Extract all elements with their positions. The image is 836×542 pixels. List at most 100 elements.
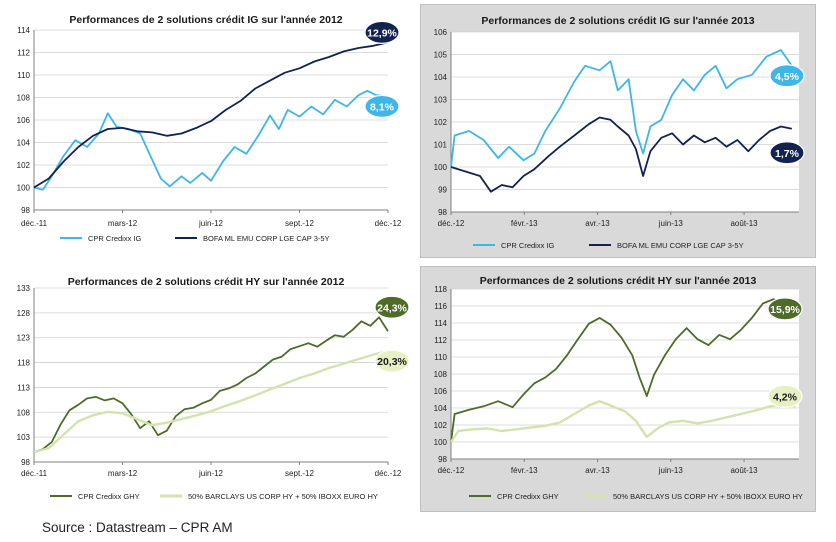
value-badge: 4,5% bbox=[769, 64, 805, 88]
x-tick-label: sept.-12 bbox=[285, 469, 314, 478]
chart-title: Performances de 2 solutions crédit IG su… bbox=[69, 14, 343, 26]
x-tick-label: juin-13 bbox=[658, 466, 684, 475]
value-badge: 12,9% bbox=[364, 20, 400, 44]
badge-label: 20,3% bbox=[377, 356, 407, 368]
source-note: Source : Datastream – CPR AM bbox=[42, 520, 233, 535]
y-tick-label: 113 bbox=[17, 383, 30, 392]
plot-area bbox=[34, 288, 388, 462]
series-line bbox=[450, 400, 796, 443]
x-tick-label: juin-12 bbox=[198, 219, 224, 228]
y-tick-label: 105 bbox=[434, 51, 448, 60]
y-tick-label: 106 bbox=[434, 28, 448, 37]
badge-shape bbox=[769, 141, 805, 165]
x-tick-label: mars-12 bbox=[108, 469, 138, 478]
x-tick-label: déc.-11 bbox=[21, 469, 48, 478]
y-tick-label: 114 bbox=[17, 26, 30, 35]
y-tick-label: 108 bbox=[434, 370, 448, 379]
y-tick-label: 112 bbox=[434, 336, 447, 345]
badge-label: 15,9% bbox=[770, 304, 800, 316]
x-tick-label: avr.-13 bbox=[585, 219, 610, 228]
badge-label: 8,1% bbox=[370, 101, 395, 113]
chart-title: Performances de 2 solutions crédit HY su… bbox=[67, 276, 345, 288]
y-tick-label: 118 bbox=[17, 359, 30, 368]
y-tick-label: 102 bbox=[434, 421, 448, 430]
chart-svg: 98 100 102 104 106 108 110 112 114 déc.-11 mars-12… bbox=[17, 20, 402, 243]
value-badge: 20,3% bbox=[374, 349, 410, 373]
series-line bbox=[33, 41, 389, 189]
series-line bbox=[33, 89, 389, 191]
y-tick-label: 102 bbox=[17, 161, 31, 170]
value-badge: 4,2% bbox=[767, 384, 803, 408]
legend-label: CPR Credixx IG bbox=[501, 241, 555, 250]
badge-label: 1,7% bbox=[775, 148, 800, 160]
x-tick-label: avr.-13 bbox=[585, 466, 610, 475]
value-badge: 8,1% bbox=[364, 94, 400, 118]
badge-shape bbox=[769, 64, 805, 88]
x-tick-label: sept.-12 bbox=[285, 219, 314, 228]
badge-label: 24,3% bbox=[377, 302, 407, 314]
y-tick-label: 98 bbox=[21, 206, 30, 215]
badge-shape bbox=[374, 295, 410, 319]
value-badge: 1,7% bbox=[769, 141, 805, 165]
x-tick-label: mars-12 bbox=[108, 219, 138, 228]
x-tick-label: déc.-12 bbox=[375, 219, 402, 228]
legend-label: CPR Credixx IG bbox=[88, 234, 142, 243]
y-tick-label: 116 bbox=[434, 302, 447, 311]
chart-svg: 98 100 102 104 106 108 110 112 114 116 118 déc.-12 f… bbox=[434, 285, 803, 501]
y-tick-label: 100 bbox=[17, 184, 31, 193]
legend-label: BOFA ML EMU CORP LGE CAP 3-5Y bbox=[203, 234, 330, 243]
y-tick-label: 103 bbox=[434, 96, 448, 105]
badge-shape bbox=[364, 20, 400, 44]
legend-label: 50% BARCLAYS US CORP HY + 50% IBOXX EURO… bbox=[613, 492, 803, 501]
badge-shape bbox=[364, 94, 400, 118]
x-tick-label: févr.-13 bbox=[511, 219, 538, 228]
y-tick-label: 100 bbox=[434, 438, 448, 447]
y-tick-label: 102 bbox=[434, 118, 448, 127]
y-tick-label: 103 bbox=[17, 433, 31, 442]
legend-label: 50% BARCLAYS US CORP HY + 50% IBOXX EURO… bbox=[188, 492, 378, 501]
y-tick-label: 108 bbox=[17, 408, 31, 417]
badge-label: 12,9% bbox=[367, 27, 397, 39]
y-tick-label: 110 bbox=[434, 353, 447, 362]
y-tick-label: 101 bbox=[434, 141, 448, 150]
legend-label: CPR Credixx GHY bbox=[78, 492, 140, 501]
badge-label: 4,2% bbox=[773, 391, 798, 403]
series-line bbox=[33, 316, 389, 453]
x-tick-label: déc.-11 bbox=[21, 219, 48, 228]
x-tick-label: déc.-12 bbox=[438, 219, 465, 228]
series-line bbox=[450, 116, 792, 193]
y-tick-label: 100 bbox=[434, 163, 448, 172]
chart-hy-2013: Performances de 2 solutions crédit HY su… bbox=[420, 266, 816, 512]
x-tick-label: août-13 bbox=[730, 466, 758, 475]
y-tick-label: 104 bbox=[434, 404, 448, 413]
legend-label: CPR Credixx GHY bbox=[497, 492, 559, 501]
badge-label: 4,5% bbox=[775, 71, 800, 83]
x-tick-label: déc.-12 bbox=[438, 466, 465, 475]
y-tick-label: 128 bbox=[17, 309, 31, 318]
y-tick-label: 98 bbox=[21, 458, 30, 467]
y-tick-label: 114 bbox=[434, 319, 447, 328]
y-tick-label: 104 bbox=[17, 139, 31, 148]
chart-title: Performances de 2 solutions crédit IG su… bbox=[481, 15, 755, 27]
value-badge: 15,9% bbox=[767, 297, 803, 321]
chart-title: Performances de 2 solutions crédit HY su… bbox=[479, 275, 757, 287]
badge-shape bbox=[767, 384, 803, 408]
chart-svg: 98 99 100 101 102 103 104 105 106 déc.-12 févr.-13… bbox=[434, 28, 805, 250]
y-tick-label: 98 bbox=[438, 208, 447, 217]
y-tick-label: 110 bbox=[17, 71, 30, 80]
y-tick-label: 123 bbox=[17, 334, 31, 343]
y-tick-label: 133 bbox=[17, 284, 31, 293]
y-tick-label: 106 bbox=[17, 116, 31, 125]
series-line bbox=[450, 298, 796, 443]
y-tick-label: 98 bbox=[438, 455, 447, 464]
x-tick-label: juin-13 bbox=[658, 219, 684, 228]
chart-ig-2013: Performances de 2 solutions crédit IG su… bbox=[420, 4, 816, 258]
chart-ig-2012: Performances de 2 solutions crédit IG su… bbox=[0, 0, 412, 258]
y-tick-label: 106 bbox=[434, 387, 448, 396]
y-tick-label: 104 bbox=[434, 73, 448, 82]
series-line bbox=[33, 349, 389, 454]
x-tick-label: déc.-12 bbox=[375, 469, 402, 478]
badge-shape bbox=[374, 349, 410, 373]
y-tick-label: 108 bbox=[17, 94, 31, 103]
x-tick-label: août-13 bbox=[730, 219, 758, 228]
